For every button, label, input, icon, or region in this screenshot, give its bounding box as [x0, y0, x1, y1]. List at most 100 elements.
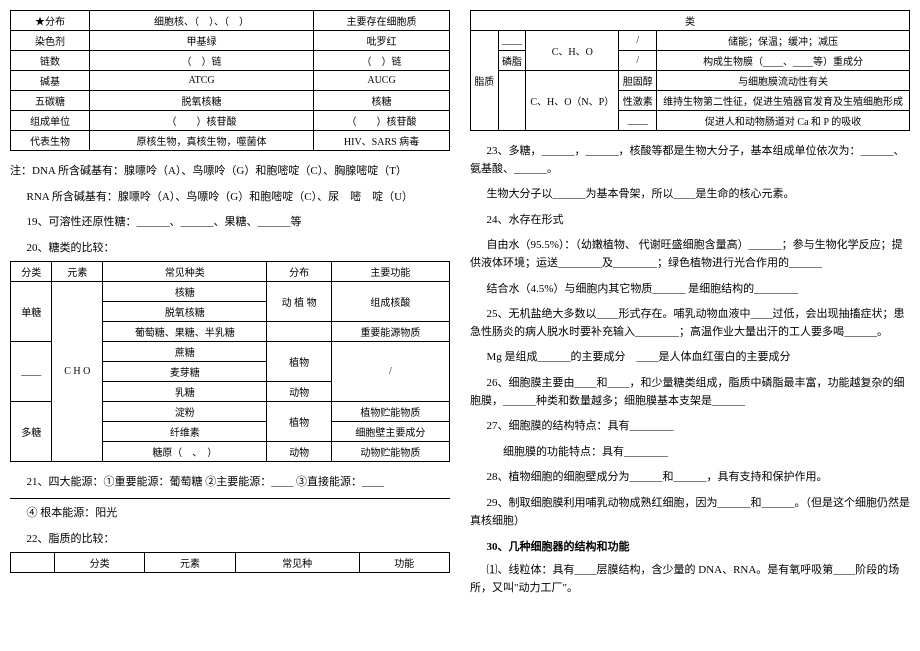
underline	[10, 498, 450, 499]
cell: 动物	[267, 382, 331, 402]
q27a: 27、细胞膜的结构特点：具有________	[470, 418, 910, 436]
cell: /	[619, 51, 657, 71]
cell: 淀粉	[103, 402, 267, 422]
q27b: 细胞膜的功能特点：具有________	[470, 444, 910, 462]
cell: 细胞壁主要成分	[331, 422, 449, 442]
cell: ____	[498, 31, 526, 51]
header: 分类	[54, 553, 144, 573]
cell: HIV、SARS 病毒	[314, 131, 450, 151]
q28: 28、植物细胞的细胞壁成分为______和______，具有支持和保护作用。	[470, 469, 910, 487]
header: 分类	[11, 262, 52, 282]
cell: /	[331, 342, 449, 402]
dna-rna-table: ★分布细胞核、（ ）、（ ）主要存在细胞质 染色剂甲基绿吡罗红 链数（ ）链（ …	[10, 10, 450, 151]
cell: /	[619, 31, 657, 51]
q23b: 生物大分子以______为基本骨架，所以____是生命的核心元素。	[470, 186, 910, 204]
cell: 五碳糖	[11, 91, 90, 111]
left-column: ★分布细胞核、（ ）、（ ）主要存在细胞质 染色剂甲基绿吡罗红 链数（ ）链（ …	[10, 10, 450, 641]
cell: 脂质	[471, 31, 499, 131]
sugar-table: 分类 元素 常见种类 分布 主要功能 单糖 C H O 核糖 动 植 物 组成核…	[10, 261, 450, 462]
q22: 22、脂质的比较：	[10, 531, 450, 549]
cell: 维持生物第二性征，促进生殖器官发育及生殖细胞形成	[657, 91, 910, 111]
cell: 链数	[11, 51, 90, 71]
cell: 原核生物，真核生物，噬菌体	[89, 131, 313, 151]
note-dna: 注：DNA 所含碱基有：腺嘌呤（A）、鸟嘌呤（G）和胞嘧啶（C）、胸腺嘧啶（T）	[10, 163, 450, 181]
cell: 植物贮能物质	[331, 402, 449, 422]
cell: ____	[619, 111, 657, 131]
cell: 单糖	[11, 282, 52, 342]
cell: C、H、O	[526, 31, 619, 71]
header: 元素	[52, 262, 103, 282]
cell	[498, 71, 526, 131]
cell: 促进人和动物肠道对 Ca 和 P 的吸收	[657, 111, 910, 131]
cell: 胆固醇	[619, 71, 657, 91]
header: 元素	[145, 553, 235, 573]
cell: AUCG	[314, 71, 450, 91]
cell: C、H、O（N、P）	[526, 71, 619, 131]
cell: 动物贮能物质	[331, 442, 449, 462]
q23a: 23、多糖，______，______，核酸等都是生物大分子，基本组成单位依次为…	[470, 143, 910, 178]
cell: 代表生物	[11, 131, 90, 151]
lipid-table: 类 脂质 ____ C、H、O / 储能；保温；缓冲；减压 磷脂 / 构成生物膜…	[470, 10, 910, 131]
cell: （ ）核苷酸	[314, 111, 450, 131]
cell: 构成生物膜（____、____等）重成分	[657, 51, 910, 71]
right-column: 类 脂质 ____ C、H、O / 储能；保温；缓冲；减压 磷脂 / 构成生物膜…	[470, 10, 910, 641]
cell: 乳糖	[103, 382, 267, 402]
cell: 纤维素	[103, 422, 267, 442]
cell: 核糖	[103, 282, 267, 302]
cell	[267, 322, 331, 342]
cell: （ ）核苷酸	[89, 111, 313, 131]
q26: 26、细胞膜主要由____和____，和少量糖类组成，脂质中磷脂最丰富，功能越复…	[470, 375, 910, 410]
cell: ATCG	[89, 71, 313, 91]
cell: 组成核酸	[331, 282, 449, 322]
cell: （ ）链	[314, 51, 450, 71]
lipid-header-table: 分类 元素 常见种 功能	[10, 552, 450, 573]
cell: 甲基绿	[89, 31, 313, 51]
q25: 25、无机盐绝大多数以____形式存在。哺乳动物血液中____过低，会出现抽搐症…	[470, 306, 910, 341]
cell: 植物	[267, 342, 331, 382]
cell: 细胞核、（ ）、（ ）	[89, 11, 313, 31]
cell: ★分布	[11, 11, 90, 31]
q24b: 自由水（95.5%）：（幼嫩植物、 代谢旺盛细胞含量高）______；参与生物化…	[470, 237, 910, 272]
note-rna: RNA 所含碱基有：腺嘌呤（A）、鸟嘌呤（G）和胞嘧啶（C）、尿 嘧 啶（U）	[10, 189, 450, 207]
q24c: 结合水（4.5%）与细胞内其它物质______ 是细胞结构的________	[470, 281, 910, 299]
cell: 性激素	[619, 91, 657, 111]
cell: 储能；保温；缓冲；减压	[657, 31, 910, 51]
cell: 磷脂	[498, 51, 526, 71]
cell: 脱氧核糖	[89, 91, 313, 111]
q21a: 21、四大能源：①重要能源：葡萄糖 ②主要能源：____ ③直接能源：____	[10, 474, 450, 492]
header: 主要功能	[331, 262, 449, 282]
cell: 多糖	[11, 402, 52, 462]
cell: 染色剂	[11, 31, 90, 51]
cell: 动物	[267, 442, 331, 462]
cell: ____	[11, 342, 52, 402]
q19: 19、可溶性还原性糖：______、______、果糖、______等	[10, 214, 450, 232]
header: 分布	[267, 262, 331, 282]
q20: 20、糖类的比较：	[10, 240, 450, 258]
cell: C H O	[52, 282, 103, 462]
cell: 动 植 物	[267, 282, 331, 322]
cell: 蔗糖	[103, 342, 267, 362]
cell: 与细胞膜流动性有关	[657, 71, 910, 91]
q25b: Mg 是组成______的主要成分 ____是人体血红蛋白的主要成分	[470, 349, 910, 367]
q29: 29、制取细胞膜利用哺乳动物成熟红细胞，因为______和______。（但是这…	[470, 495, 910, 530]
header: 类	[471, 11, 910, 31]
cell: 碱基	[11, 71, 90, 91]
header: 常见种类	[103, 262, 267, 282]
q24a: 24、水存在形式	[470, 212, 910, 230]
cell: 脱氧核糖	[103, 302, 267, 322]
cell: 组成单位	[11, 111, 90, 131]
cell: （ ）链	[89, 51, 313, 71]
q30a: ⑴、线粒体：具有____层膜结构，含少量的 DNA、RNA。是有氧呼吸第____…	[470, 562, 910, 597]
cell: 植物	[267, 402, 331, 442]
cell: 重要能源物质	[331, 322, 449, 342]
header: 常见种	[235, 553, 359, 573]
cell: 葡萄糖、果糖、半乳糖	[103, 322, 267, 342]
q21b: ④ 根本能源：阳光	[10, 505, 450, 523]
cell: 吡罗红	[314, 31, 450, 51]
cell: 主要存在细胞质	[314, 11, 450, 31]
header: 功能	[359, 553, 449, 573]
q30: 30、几种细胞器的结构和功能	[470, 538, 910, 554]
cell: 麦芽糖	[103, 362, 267, 382]
cell: 糖原（ 、 ）	[103, 442, 267, 462]
cell: 核糖	[314, 91, 450, 111]
